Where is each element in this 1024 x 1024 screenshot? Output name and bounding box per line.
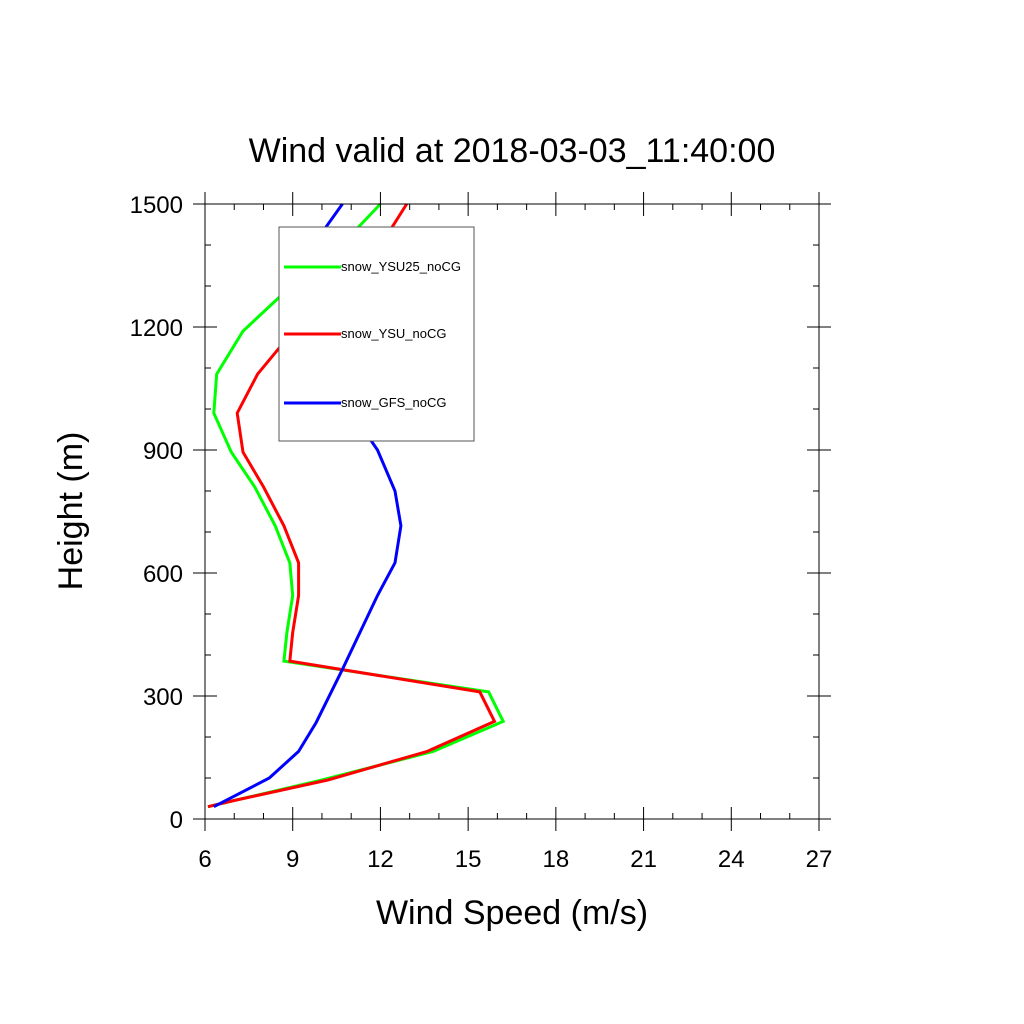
tick-labels-layer: 6 9 12 15 18 21 24 27 0 300 600 900 1200 1500 — [130, 192, 833, 873]
x-tick-label: 27 — [806, 846, 833, 873]
y-tick-label: 900 — [143, 438, 183, 465]
x-tick-label: 6 — [198, 846, 211, 873]
x-tick-label: 21 — [630, 846, 657, 873]
x-tick-label: 18 — [543, 846, 570, 873]
x-axis-title: Wind Speed (m/s) — [376, 894, 648, 932]
x-tick-label: 15 — [455, 846, 482, 873]
legend-label-snow_GFS_noCG: snow_GFS_noCG — [341, 395, 447, 410]
plot-frame — [204, 203, 820, 820]
chart-title: Wind valid at 2018-03-03_11:40:00 — [249, 132, 776, 170]
y-tick-label: 1200 — [130, 315, 183, 342]
x-tick-label: 12 — [367, 846, 394, 873]
ticks-layer — [193, 192, 831, 831]
x-tick-label: 24 — [718, 846, 745, 873]
legend: snow_YSU25_noCG snow_YSU_noCG snow_GFS_noC… — [278, 226, 475, 442]
legend-label-snow_YSU25_noCG: snow_YSU25_noCG — [341, 259, 461, 274]
y-tick-label: 1500 — [130, 192, 183, 219]
y-axis-title: Height (m) — [52, 432, 90, 591]
y-tick-label: 0 — [170, 807, 183, 834]
y-tick-label: 600 — [143, 561, 183, 588]
legend-label-snow_YSU_noCG: snow_YSU_noCG — [341, 326, 447, 341]
y-tick-label: 300 — [143, 684, 183, 711]
x-tick-label: 9 — [286, 846, 299, 873]
